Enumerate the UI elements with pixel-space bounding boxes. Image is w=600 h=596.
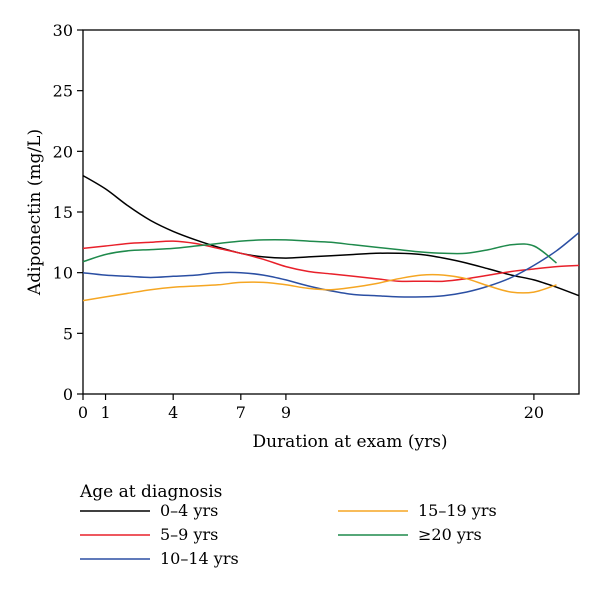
y-tick-label: 20 — [53, 142, 73, 161]
legend-title: Age at diagnosis — [79, 482, 222, 502]
x-tick-label: 20 — [524, 403, 544, 422]
x-tick-label: 4 — [168, 403, 178, 422]
x-tick-label: 7 — [236, 403, 246, 422]
y-tick-label: 5 — [63, 324, 73, 343]
series-line-1 — [82, 240, 580, 283]
x-axis-title: Duration at exam (yrs) — [252, 432, 447, 452]
legend-label-0: 0–4 yrs — [160, 501, 218, 520]
legend-label-1: 5–9 yrs — [160, 525, 218, 544]
series-line-0 — [82, 174, 580, 297]
legend-label-2: 10–14 yrs — [160, 549, 239, 568]
y-tick-label: 15 — [53, 203, 73, 222]
x-tick-label: 1 — [100, 403, 110, 422]
legend: Age at diagnosis 0–4 yrs 5–9 yrs 10–14 yrs… — [79, 482, 497, 568]
x-axis: 0 1 4 7 9 20 — [78, 394, 544, 422]
series-line-4 — [82, 239, 557, 264]
plot-frame — [82, 29, 580, 395]
y-tick-label: 0 — [63, 385, 73, 404]
legend-label-4: ≥20 yrs — [418, 525, 482, 544]
y-axis-title: Adiponectin (mg/L) — [25, 129, 45, 296]
x-tick-label: 0 — [78, 403, 88, 422]
y-axis: 0 5 10 15 20 25 30 — [53, 21, 83, 404]
legend-label-3: 15–19 yrs — [418, 501, 497, 520]
series-line-3 — [82, 273, 557, 302]
y-tick-label: 30 — [53, 21, 73, 40]
series-lines — [82, 174, 580, 302]
y-tick-label: 10 — [53, 264, 73, 283]
y-tick-label: 25 — [53, 82, 73, 101]
x-tick-label: 9 — [281, 403, 291, 422]
series-line-2 — [82, 232, 580, 298]
